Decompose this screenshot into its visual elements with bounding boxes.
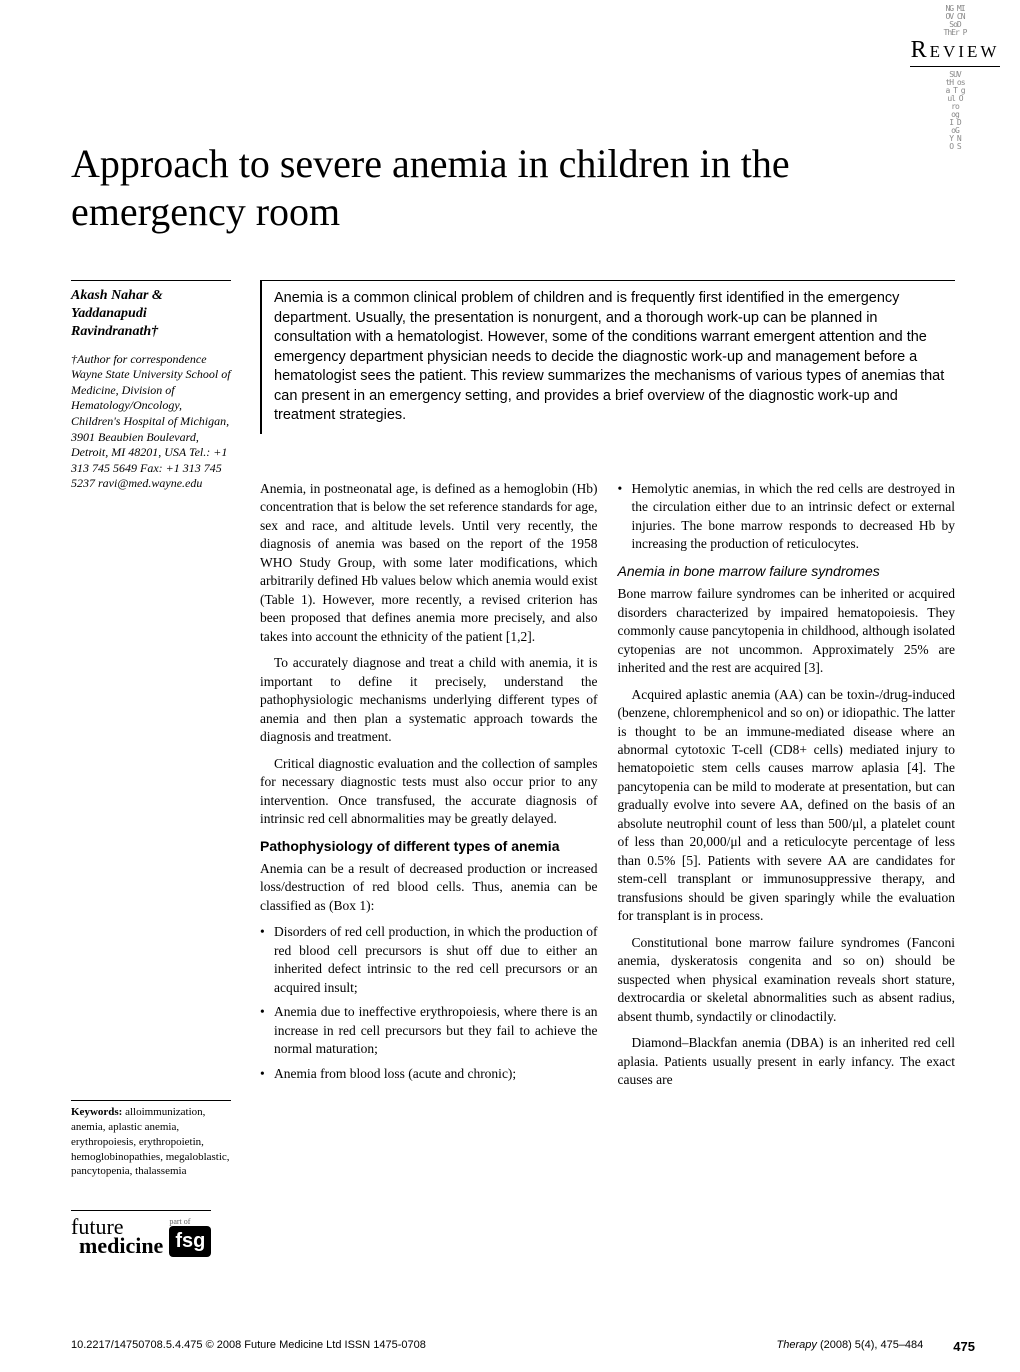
col2-bullet-list: Hemolytic anemias, in which the red cell… [618,480,956,554]
col1-bullet-list: Disorders of red cell production, in whi… [260,923,598,1083]
logo-line2: medicine [79,1237,163,1256]
col2-p3: Constitutional bone marrow failure syndr… [618,934,956,1026]
part-of-label: part of [169,1217,211,1226]
footer-issue: (2008) 5(4), 475–484 [820,1339,923,1351]
col1-p3: Critical diagnostic evaluation and the c… [260,755,598,829]
author-affiliation: †Author for correspondence Wayne State U… [71,352,231,492]
body-columns: Anemia, in postneonatal age, is defined … [260,480,955,1098]
list-item: Anemia due to ineffective erythropoiesis… [260,1003,598,1058]
review-header-decoration: NG MIOV CNSoDThEr P Review SUVtH osa T g… [910,5,1000,151]
col2-p4: Diamond–Blackfan anemia (DBA) is an inhe… [618,1034,956,1089]
col2-p2: Acquired aplastic anemia (AA) can be tox… [618,686,956,926]
column-1: Anemia, in postneonatal age, is defined … [260,480,598,1098]
future-medicine-logo: future medicine [71,1218,163,1255]
author-sidebar: Akash Nahar & Yaddanapudi Ravindranath† … [71,280,231,492]
list-item: Hemolytic anemias, in which the red cell… [618,480,956,554]
list-item: Anemia from blood loss (acute and chroni… [260,1065,598,1083]
keywords-block: Keywords: alloimmunization, anemia, apla… [71,1100,231,1179]
fsg-badge: fsg [169,1226,211,1257]
footer-journal: Therapy [777,1339,817,1351]
part-of-wrapper: part of fsg [169,1217,211,1257]
article-type-label: Review [910,37,1000,67]
col1-p1: Anemia, in postneonatal age, is defined … [260,480,598,646]
col2-p1: Bone marrow failure syndromes can be inh… [618,585,956,677]
subsection-head-bone-marrow: Anemia in bone marrow failure syndromes [618,562,956,581]
footer-doi-copyright: 10.2217/14750708.5.4.475 © 2008 Future M… [71,1339,426,1354]
deco-letters-bottom: SUVtH osa T gul OroogI DoGY NO S [910,71,1000,151]
footer-page-number: 475 [953,1339,975,1354]
page-footer: 10.2217/14750708.5.4.475 © 2008 Future M… [71,1339,975,1354]
article-title: Approach to severe anemia in children in… [71,140,891,236]
col1-p2: To accurately diagnose and treat a child… [260,654,598,746]
footer-right: Therapy (2008) 5(4), 475–484 475 [777,1339,975,1354]
column-2: Hemolytic anemias, in which the red cell… [618,480,956,1098]
deco-letters-top: NG MIOV CNSoDThEr P [910,5,1000,37]
keywords-label: Keywords: [71,1106,122,1118]
section-head-pathophysiology: Pathophysiology of different types of an… [260,837,598,856]
abstract: Anemia is a common clinical problem of c… [260,280,955,434]
author-names: Akash Nahar & Yaddanapudi Ravindranath† [71,280,231,342]
col1-p4: Anemia can be a result of decreased prod… [260,860,598,915]
publisher-logo-block: future medicine part of fsg [71,1210,211,1257]
list-item: Disorders of red cell production, in whi… [260,923,598,997]
